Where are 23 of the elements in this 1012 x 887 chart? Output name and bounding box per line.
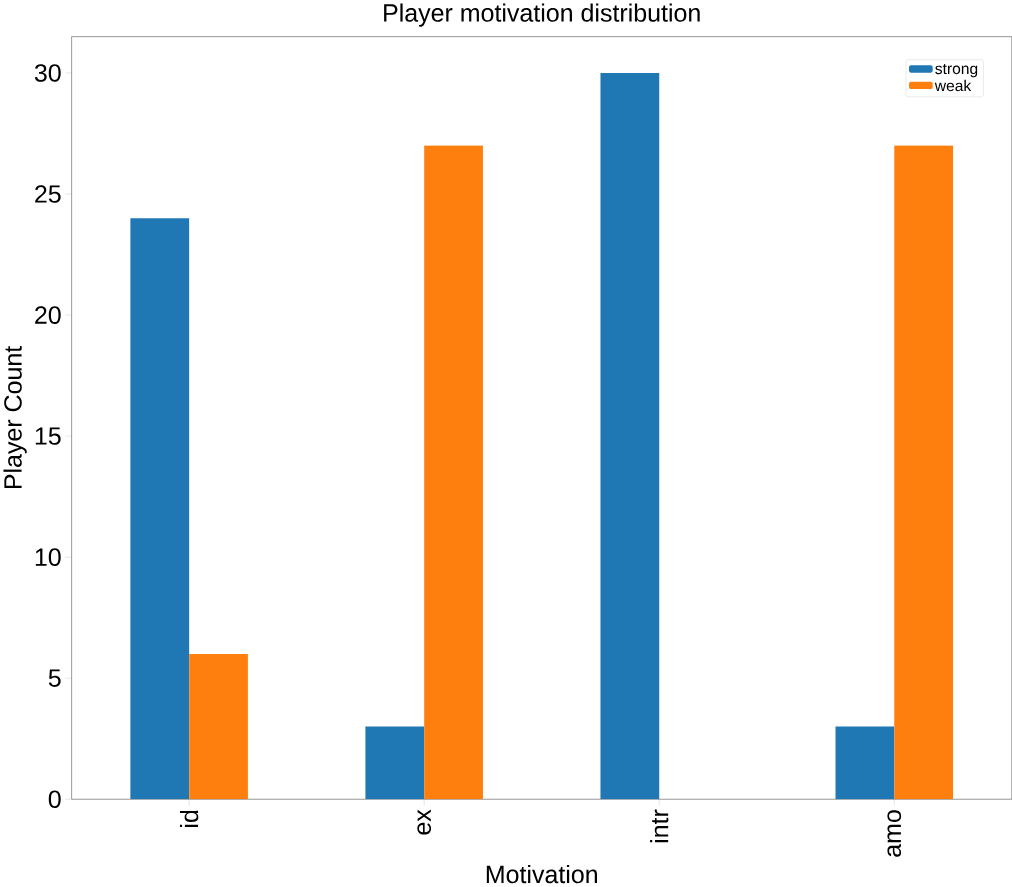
x-tick-label: id [179, 810, 199, 828]
y-axis-title: Player Count [3, 346, 27, 489]
legend-label: weak [934, 79, 972, 92]
chart-title: Player motivation distribution [384, 3, 700, 27]
y-tick-label: 10 [35, 548, 61, 567]
bar [894, 145, 954, 800]
legend-label: strong [935, 64, 978, 78]
x-axis-title: Motivation [486, 865, 597, 884]
bar [424, 145, 483, 800]
bar [600, 73, 660, 800]
bar [189, 654, 248, 800]
y-tick-label: 0 [48, 790, 61, 809]
x-tick-label: ex [417, 809, 432, 835]
y-tick-label: 15 [35, 427, 61, 445]
bar [365, 726, 425, 800]
y-tick-label: 20 [35, 306, 61, 325]
y-tick-label: 5 [48, 669, 61, 688]
bar [835, 726, 895, 800]
x-tick-label: amo [887, 810, 902, 857]
y-tick-label: 25 [35, 185, 61, 203]
bar [130, 218, 190, 800]
y-tick-label: 30 [34, 64, 61, 82]
x-tick-label: intr [650, 809, 669, 843]
